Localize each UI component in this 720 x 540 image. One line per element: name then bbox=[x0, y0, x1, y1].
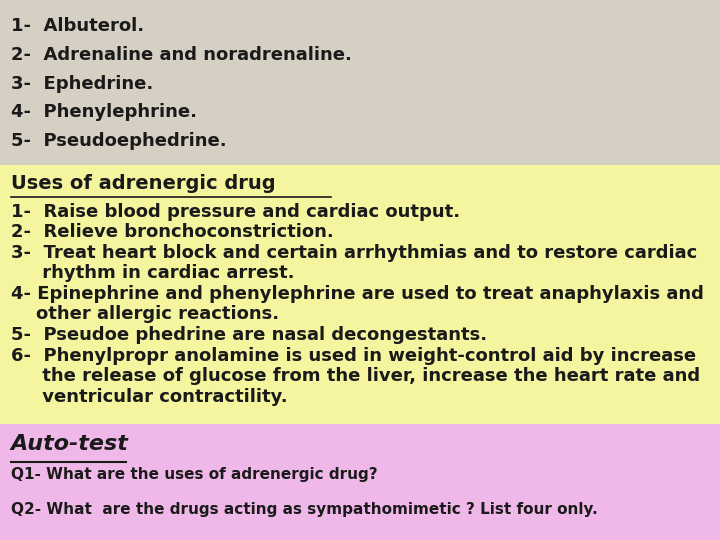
Text: Uses of adrenergic drug: Uses of adrenergic drug bbox=[11, 174, 276, 193]
Text: 3-  Treat heart block and certain arrhythmias and to restore cardiac: 3- Treat heart block and certain arrhyth… bbox=[11, 244, 697, 262]
Bar bbox=[0, 0, 720, 165]
Text: 2-  Relieve bronchoconstriction.: 2- Relieve bronchoconstriction. bbox=[11, 223, 333, 241]
Text: the release of glucose from the liver, increase the heart rate and: the release of glucose from the liver, i… bbox=[11, 367, 700, 385]
Text: 5-  Pseudoe phedrine are nasal decongestants.: 5- Pseudoe phedrine are nasal decongesta… bbox=[11, 326, 487, 344]
Text: 4- Epinephrine and phenylephrine are used to treat anaphylaxis and: 4- Epinephrine and phenylephrine are use… bbox=[11, 285, 703, 303]
Text: 3-  Ephedrine.: 3- Ephedrine. bbox=[11, 75, 153, 92]
Text: 1-  Albuterol.: 1- Albuterol. bbox=[11, 17, 144, 35]
Text: 2-  Adrenaline and noradrenaline.: 2- Adrenaline and noradrenaline. bbox=[11, 46, 351, 64]
Text: 4-  Phenylephrine.: 4- Phenylephrine. bbox=[11, 103, 197, 121]
Text: ventricular contractility.: ventricular contractility. bbox=[11, 388, 287, 406]
Text: 6-  Phenylpropr anolamine is used in weight-control aid by increase: 6- Phenylpropr anolamine is used in weig… bbox=[11, 347, 696, 364]
Text: Q1- What are the uses of adrenergic drug?: Q1- What are the uses of adrenergic drug… bbox=[11, 467, 377, 482]
Text: 1-  Raise blood pressure and cardiac output.: 1- Raise blood pressure and cardiac outp… bbox=[11, 202, 460, 220]
Text: Auto-test: Auto-test bbox=[11, 434, 129, 454]
Bar bbox=[0, 165, 720, 424]
Bar bbox=[0, 424, 720, 540]
Text: Q2- What  are the drugs acting as sympathomimetic ? List four only.: Q2- What are the drugs acting as sympath… bbox=[11, 502, 598, 517]
Text: other allergic reactions.: other allergic reactions. bbox=[11, 305, 279, 323]
Text: rhythm in cardiac arrest.: rhythm in cardiac arrest. bbox=[11, 264, 294, 282]
Text: 5-  Pseudoephedrine.: 5- Pseudoephedrine. bbox=[11, 132, 226, 150]
